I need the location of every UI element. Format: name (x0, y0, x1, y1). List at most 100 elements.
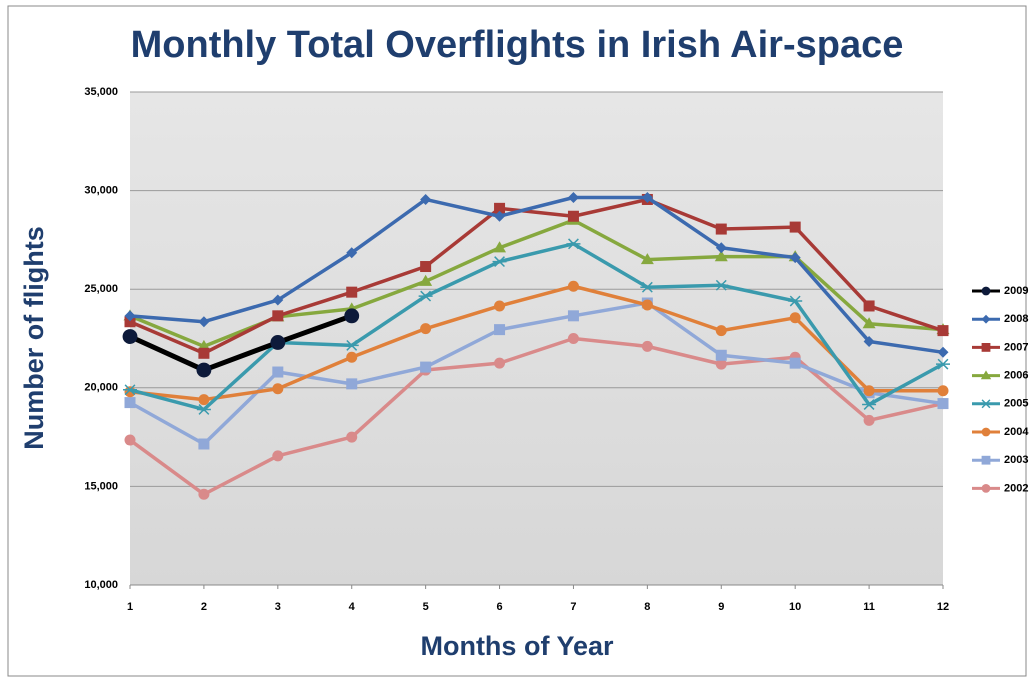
x-tick-label: 2 (201, 601, 207, 613)
marker (981, 343, 991, 352)
y-axis-title: Number of flights (19, 226, 49, 450)
marker (715, 223, 727, 235)
marker (198, 316, 210, 328)
marker (419, 274, 433, 286)
marker (198, 488, 210, 500)
marker (124, 397, 136, 409)
marker (420, 323, 432, 335)
legend-label: 2005 (1004, 398, 1028, 410)
legend-label: 2004 (1004, 426, 1029, 438)
marker (420, 193, 432, 205)
marker (937, 385, 949, 397)
marker (123, 384, 137, 396)
marker (641, 299, 653, 311)
x-axis-title: Months of Year (420, 631, 614, 661)
marker (981, 286, 991, 296)
marker (789, 221, 801, 233)
series-line (128, 313, 353, 373)
x-tick-label: 8 (644, 601, 650, 613)
marker (640, 253, 654, 265)
legend-label: 2002 (1004, 482, 1028, 494)
marker (346, 431, 358, 443)
marker (981, 484, 991, 493)
marker (420, 361, 432, 373)
marker (862, 399, 877, 410)
marker (566, 238, 581, 250)
series (124, 280, 949, 406)
x-tick-label: 5 (423, 601, 429, 613)
marker (494, 300, 506, 312)
marker (936, 358, 950, 370)
marker (981, 455, 991, 465)
marker (863, 414, 875, 426)
marker (567, 210, 579, 222)
marker (789, 312, 801, 324)
marker (272, 294, 284, 306)
marker (937, 398, 949, 410)
marker (862, 317, 876, 329)
marker (937, 346, 949, 358)
marker (198, 394, 210, 406)
y-tick-label: 10,000 (84, 579, 118, 591)
marker (567, 333, 579, 344)
marker (715, 349, 727, 361)
marker (714, 279, 729, 291)
marker (198, 438, 210, 450)
marker (122, 329, 138, 344)
y-tick-label: 20,000 (84, 382, 118, 394)
marker (715, 358, 727, 370)
marker (863, 335, 875, 347)
y-tick-label: 15,000 (84, 480, 118, 492)
marker (980, 399, 992, 409)
marker (863, 300, 875, 312)
series (124, 192, 949, 358)
marker (196, 362, 212, 378)
legend-label: 2009 (1004, 285, 1028, 297)
marker (494, 357, 506, 369)
marker (344, 308, 360, 324)
x-tick-label: 1 (127, 601, 133, 613)
legend-label: 2008 (1004, 313, 1028, 325)
marker (980, 370, 992, 380)
chart-title: Monthly Total Overflights in Irish Air-s… (131, 24, 904, 66)
series (123, 238, 950, 415)
series-line (129, 195, 944, 355)
marker (494, 202, 506, 214)
marker (272, 310, 284, 322)
series-line (129, 284, 943, 402)
marker (346, 286, 358, 298)
marker (124, 316, 136, 328)
y-tick-label: 25,000 (84, 283, 118, 295)
marker (344, 339, 359, 351)
marker (124, 434, 136, 446)
marker (789, 357, 801, 369)
x-tick-label: 4 (349, 601, 356, 613)
y-tick-label: 30,000 (84, 185, 118, 197)
marker (492, 256, 507, 268)
marker (567, 310, 579, 322)
marker (567, 192, 579, 204)
marker (196, 404, 211, 415)
marker (346, 247, 358, 259)
marker (272, 366, 284, 378)
series-line (129, 242, 944, 412)
y-tick-label: 35,000 (84, 86, 118, 98)
marker (714, 250, 728, 262)
marker (788, 295, 803, 307)
marker (346, 351, 358, 363)
marker (863, 385, 875, 397)
x-tick-label: 9 (718, 601, 724, 613)
series (122, 308, 360, 378)
legend-label: 2007 (1004, 341, 1028, 353)
marker (981, 314, 991, 324)
plot-area (130, 92, 943, 585)
x-tick-label: 6 (496, 601, 502, 613)
marker (418, 290, 433, 302)
marker (270, 335, 286, 350)
series-line (129, 197, 944, 356)
marker (420, 261, 432, 273)
x-tick-label: 7 (570, 601, 576, 613)
x-tick-label: 11 (863, 601, 875, 613)
marker (789, 252, 801, 264)
legend-label: 2006 (1004, 370, 1028, 382)
